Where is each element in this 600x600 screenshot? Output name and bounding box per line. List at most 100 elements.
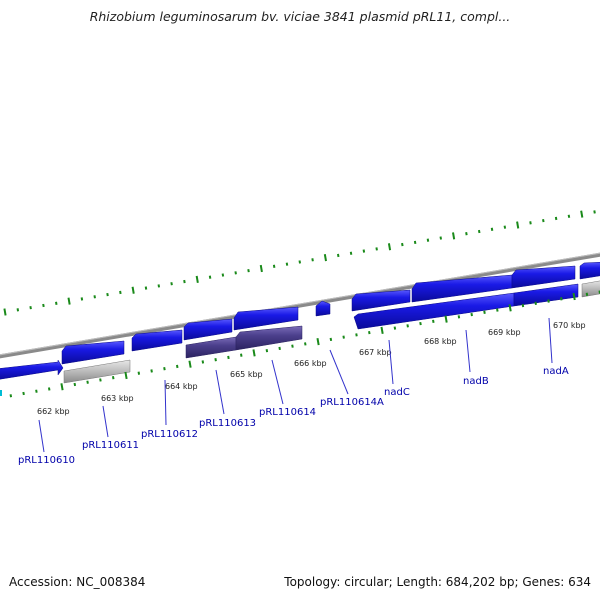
gene-label[interactable]: pRL110614	[259, 407, 316, 418]
tick-mark	[567, 214, 571, 218]
gene-label[interactable]: nadC	[384, 387, 410, 398]
scale-label: 663 kbp	[101, 394, 134, 403]
gene-feature[interactable]	[61, 340, 125, 365]
tick-mark	[247, 269, 250, 273]
tick-mark	[195, 275, 199, 283]
backbone-line	[0, 252, 600, 359]
tick-mark	[42, 303, 45, 308]
scale-label: 669 kbp	[488, 328, 521, 337]
tick-mark	[393, 326, 397, 330]
tick-mark	[439, 236, 443, 240]
tick-mark	[227, 355, 230, 360]
tick-mark	[542, 218, 545, 223]
tick-mark	[60, 383, 64, 391]
tick-mark	[35, 389, 38, 393]
tick-mark	[554, 216, 558, 221]
tick-mark	[80, 297, 84, 301]
tick-mark	[503, 225, 507, 229]
gene-feature[interactable]	[131, 329, 183, 352]
tick-mark	[201, 360, 205, 364]
tick-mark	[316, 338, 320, 346]
accession-label: Accession: NC_008384	[9, 575, 146, 589]
gene-feature[interactable]	[579, 261, 600, 280]
tick-mark	[336, 253, 340, 258]
gene-label[interactable]: nadB	[463, 376, 489, 387]
gene-feature[interactable]	[513, 283, 579, 307]
tick-mark	[560, 297, 563, 301]
tick-mark	[55, 301, 58, 305]
gene-feature[interactable]	[581, 280, 600, 298]
tick-mark	[144, 286, 148, 290]
gene-feature[interactable]	[315, 300, 331, 317]
outer-tick-ring	[3, 210, 596, 316]
tick-mark	[221, 273, 225, 277]
tick-mark	[452, 232, 456, 240]
tick-mark	[444, 315, 448, 323]
backbone-highlight	[0, 252, 600, 356]
scale-labels: 662 kbp 663 kbp 664 kbp 665 kbp 666 kbp …	[37, 321, 586, 416]
gene-feature[interactable]	[185, 336, 237, 359]
gene-labels: pRL110610 pRL110611 pRL110612 pRL110613 …	[18, 366, 569, 466]
tick-mark	[106, 292, 109, 297]
gene-feature[interactable]	[235, 325, 303, 351]
tick-mark	[323, 253, 327, 262]
tick-mark	[387, 243, 392, 251]
gene-feature[interactable]	[0, 359, 64, 380]
tick-mark	[406, 324, 409, 328]
tick-mark	[240, 353, 243, 357]
scale-label: 666 kbp	[294, 359, 327, 368]
gene-feature[interactable]	[183, 318, 233, 341]
tick-mark	[29, 306, 32, 310]
topology-label: Topology: circular; Length: 684,202 bp; …	[284, 575, 591, 589]
tick-mark	[234, 271, 237, 275]
tick-mark	[483, 310, 486, 314]
gene-label[interactable]: pRL110613	[199, 418, 256, 429]
tick-mark	[131, 286, 135, 294]
scale-label: 664 kbp	[165, 382, 198, 391]
tick-mark	[311, 258, 314, 262]
scale-label: 670 kbp	[553, 321, 586, 330]
tick-mark	[516, 221, 520, 229]
gene-label[interactable]: pRL110614A	[320, 397, 384, 408]
tick-mark	[426, 238, 430, 242]
tick-mark	[272, 264, 276, 268]
tick-mark	[163, 367, 166, 371]
tick-mark	[413, 240, 417, 245]
label-leader-lines	[38, 317, 553, 453]
tick-mark	[470, 312, 473, 317]
tick-mark	[208, 275, 212, 279]
tick-mark	[572, 292, 576, 301]
tick-mark	[432, 319, 435, 324]
tick-mark	[278, 346, 281, 351]
tick-mark	[342, 335, 345, 339]
tick-mark	[214, 358, 217, 362]
reverse-strand-features	[63, 280, 600, 384]
gene-label[interactable]: pRL110610	[18, 455, 75, 466]
tick-mark	[419, 321, 422, 326]
gene-label[interactable]: pRL110612	[141, 429, 198, 440]
map-title: Rhizobium leguminosarum bv. viciae 3841 …	[89, 9, 511, 24]
inner-tick-ring	[9, 290, 600, 398]
tick-mark	[73, 382, 77, 387]
tick-mark	[401, 242, 404, 247]
gene-feature[interactable]	[351, 289, 411, 312]
tick-mark	[183, 279, 186, 284]
gene-label[interactable]: pRL110611	[82, 440, 139, 451]
tick-mark	[175, 364, 179, 369]
tick-mark	[298, 260, 302, 264]
tick-mark	[368, 330, 371, 335]
gene-feature[interactable]	[511, 265, 576, 289]
tick-mark	[86, 380, 89, 384]
tick-mark	[259, 264, 263, 273]
gene-feature[interactable]	[233, 306, 299, 331]
tick-mark	[16, 308, 20, 312]
tick-mark	[9, 394, 13, 398]
tick-mark	[534, 301, 537, 305]
tick-mark	[375, 247, 378, 251]
gene-feature[interactable]	[63, 359, 131, 384]
tick-mark	[547, 299, 550, 303]
tick-mark	[265, 349, 269, 353]
gene-label[interactable]: nadA	[543, 366, 569, 377]
